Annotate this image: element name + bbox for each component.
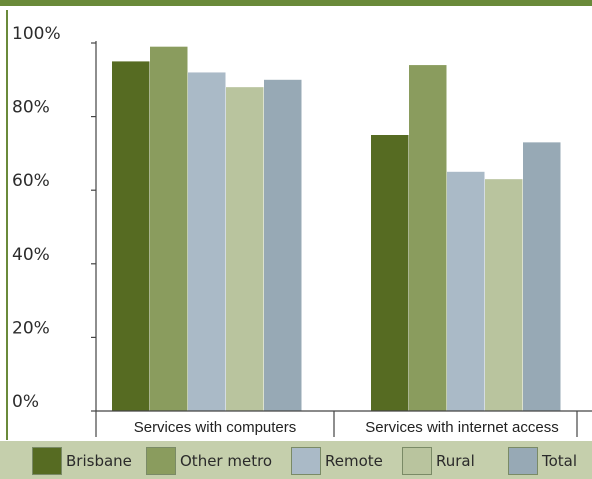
legend-swatch [402,447,432,475]
legend-label: Remote [325,452,383,470]
legend-swatch [291,447,321,475]
y-tick-label: 100% [12,24,61,44]
legend-item-other-metro: Other metro [146,447,272,475]
legend-label: Rural [436,452,475,470]
legend-swatch [146,447,176,475]
bar-total-1 [523,142,561,412]
legend-label: Other metro [180,452,273,470]
y-tick-label: 0% [12,392,39,412]
bar-other-metro-0 [150,46,188,412]
bar-rural-0 [226,87,264,411]
legend: Brisbane Other metro Remote Rural Total [0,441,592,479]
bar-remote-1 [447,171,485,411]
bars-group [112,46,561,412]
y-axis: 0% 20% 40% 60% 80% 100% [12,24,97,412]
legend-item-brisbane: Brisbane [32,447,132,475]
legend-label: Total [542,452,578,470]
x-category-label: Services with internet access [365,419,558,436]
y-tick-label: 60% [12,171,50,191]
bar-rural-1 [485,179,523,411]
bar-brisbane-0 [112,61,150,412]
y-tick-label: 20% [12,318,50,338]
legend-item-rural: Rural [402,447,475,475]
legend-item-remote: Remote [291,447,383,475]
bar-brisbane-1 [371,135,409,411]
bar-total-0 [264,79,302,412]
legend-label: Brisbane [66,452,132,470]
legend-swatch [32,447,62,475]
y-tick-label: 80% [12,98,50,118]
bar-chart: 0% 20% 40% 60% 80% 100% Services with compute… [12,24,592,437]
chart-frame [6,10,592,440]
bar-remote-0 [188,72,226,411]
bar-other-metro-1 [409,65,447,411]
legend-swatch [508,447,538,475]
x-category-label: Services with computers [134,419,297,436]
legend-item-total: Total [508,447,577,475]
y-tick-label: 40% [12,245,50,265]
header-strip [0,0,592,6]
x-axis: Services with computers Services with int… [95,410,592,437]
